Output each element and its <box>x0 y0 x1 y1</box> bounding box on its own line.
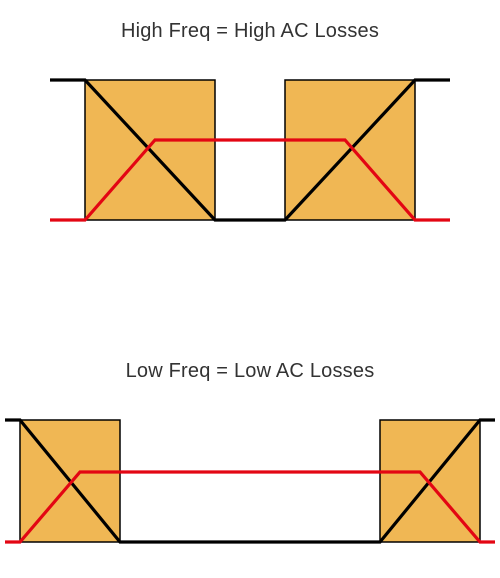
title-high-freq: High Freq = High AC Losses <box>0 20 500 43</box>
waveform-low-freq <box>5 410 495 560</box>
figure-low-freq <box>5 410 495 560</box>
waveform-high-freq <box>50 70 450 240</box>
page: High Freq = High AC Losses Low Freq = Lo… <box>0 0 500 578</box>
figure-high-freq <box>50 70 450 240</box>
title-low-freq: Low Freq = Low AC Losses <box>0 360 500 383</box>
